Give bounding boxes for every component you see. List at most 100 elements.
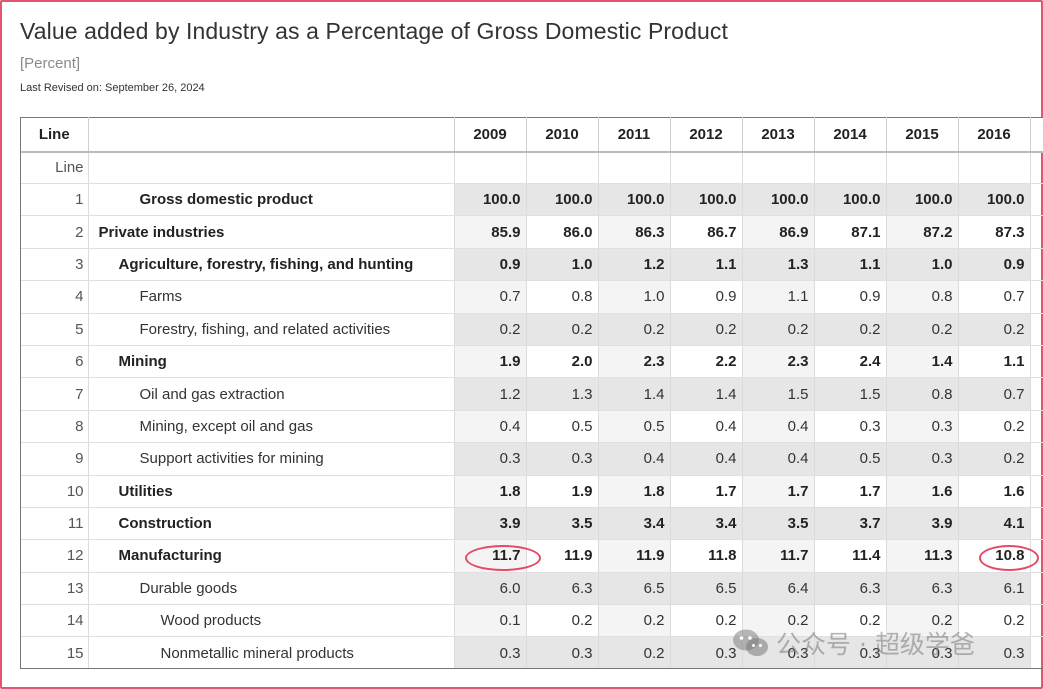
column-header-year[interactable]: 2015: [886, 117, 959, 153]
value-cell: 6.5: [598, 572, 671, 606]
value-cell: 11.9: [598, 539, 671, 573]
value-cell: 1.4: [886, 345, 959, 379]
value-cell: 0.4: [742, 442, 815, 476]
column-header-year[interactable]: 2012: [670, 117, 743, 153]
value-cell: 6.5: [670, 572, 743, 606]
watermark: 公众号 · 超级学爸: [732, 625, 975, 661]
value-cell: 0.8: [886, 377, 959, 411]
value-cell: 1.1: [958, 345, 1031, 379]
value-cell: 1.2: [454, 377, 527, 411]
table-row: 10 Utilities 1.8 1.9 1.8 1.7 1.7 1.7 1.6 1.6: [21, 475, 1043, 508]
value-cell: 0.5: [814, 442, 887, 476]
column-header-year[interactable]: 2013: [742, 117, 815, 153]
value-cell: 2.3: [742, 345, 815, 379]
value-cell: 3.4: [598, 507, 671, 541]
table-header-row: Line 2009 2010 2011 2012 2013 2014 2015 …: [21, 117, 1043, 153]
row-line-number: 4: [21, 280, 89, 314]
table-row: 9 Support activities for mining 0.3 0.3 0.4 0…: [21, 442, 1043, 476]
row-description: Gross domestic product: [88, 183, 455, 217]
overflow-cell: [1030, 313, 1043, 346]
column-header-year[interactable]: 2009: [454, 117, 527, 153]
subheader-empty: [454, 151, 527, 184]
overflow-cell: [1030, 280, 1043, 314]
value-cell: 0.2: [454, 313, 527, 346]
value-cell: 0.2: [526, 604, 599, 638]
row-line-number: 10: [21, 475, 89, 508]
value-cell: 6.1: [958, 572, 1031, 606]
value-cell: 10.8: [958, 539, 1031, 573]
page-title: Value added by Industry as a Percentage …: [20, 18, 728, 44]
row-description: Mining: [88, 345, 455, 379]
value-cell: 3.5: [526, 507, 599, 541]
value-cell: 100.0: [742, 183, 815, 217]
value-cell: 0.3: [670, 636, 743, 668]
value-cell: 0.8: [526, 280, 599, 314]
value-cell: 1.0: [598, 280, 671, 314]
row-description: Nonmetallic mineral products: [88, 636, 455, 668]
table-row: 5 Forestry, fishing, and related activiti…: [21, 313, 1043, 346]
row-description: Construction: [88, 507, 455, 541]
value-cell: 6.0: [454, 572, 527, 606]
value-cell: 87.3: [958, 215, 1031, 249]
overflow-cell: [1030, 215, 1043, 249]
subheader-empty: [742, 151, 815, 184]
value-cell: 1.8: [598, 475, 671, 508]
value-cell: 0.2: [814, 604, 887, 638]
units-label: [Percent]: [20, 55, 81, 72]
overflow-cell: [1030, 604, 1043, 638]
overflow-cell: [1030, 410, 1043, 444]
table-row: 14 Wood products 0.1 0.2 0.2 0.2 0.2 0.2 0.2 0.2: [21, 604, 1043, 638]
column-header-year[interactable]: 2016: [958, 117, 1031, 153]
row-description: Forestry, fishing, and related activitie…: [88, 313, 455, 346]
subheader-empty: [1030, 151, 1043, 184]
column-header-year[interactable]: 2011: [598, 117, 671, 153]
column-header-description[interactable]: [88, 117, 455, 153]
row-line-number: 13: [21, 572, 89, 606]
value-cell: 86.0: [526, 215, 599, 249]
value-cell: 0.4: [670, 410, 743, 444]
value-cell: 0.2: [958, 442, 1031, 476]
overflow-cell: [1030, 475, 1043, 508]
row-description: Mining, except oil and gas: [88, 410, 455, 444]
value-cell: 1.1: [742, 280, 815, 314]
data-table-container[interactable]: Line 2009 2010 2011 2012 2013 2014 2015 …: [20, 117, 1043, 669]
value-cell: 3.5: [742, 507, 815, 541]
value-cell: 0.2: [670, 313, 743, 346]
value-cell: 0.4: [454, 410, 527, 444]
subheader-empty: [814, 151, 887, 184]
value-cell: 3.9: [886, 507, 959, 541]
value-cell: 6.3: [886, 572, 959, 606]
value-cell: 1.3: [526, 377, 599, 411]
subheader-empty: [886, 151, 959, 184]
value-cell: 0.7: [958, 377, 1031, 411]
value-cell: 0.2: [958, 313, 1031, 346]
overflow-cell: [1030, 442, 1043, 476]
column-header-line[interactable]: Line: [21, 117, 89, 153]
value-cell: 1.2: [598, 248, 671, 282]
value-cell: 1.6: [958, 475, 1031, 508]
overflow-cell: [1030, 507, 1043, 541]
value-cell: 0.2: [886, 313, 959, 346]
value-cell: 1.3: [742, 248, 815, 282]
column-header-year[interactable]: 2010: [526, 117, 599, 153]
value-cell: 2.0: [526, 345, 599, 379]
value-cell: 0.2: [598, 604, 671, 638]
row-line-number: 11: [21, 507, 89, 541]
value-cell: 1.0: [886, 248, 959, 282]
column-header-year[interactable]: 2014: [814, 117, 887, 153]
value-cell: 4.1: [958, 507, 1031, 541]
value-cell: 0.3: [454, 636, 527, 668]
value-cell: 0.3: [814, 410, 887, 444]
subheader-empty: [958, 151, 1031, 184]
value-cell: 3.4: [670, 507, 743, 541]
value-cell: 0.5: [598, 410, 671, 444]
value-cell: 0.7: [454, 280, 527, 314]
value-cell: 1.7: [814, 475, 887, 508]
value-cell: 0.3: [814, 636, 887, 668]
value-cell: 1.7: [742, 475, 815, 508]
row-description: Utilities: [88, 475, 455, 508]
table-row: 12 Manufacturing 11.7 11.9 11.9 11.8 11.7 11.4 1…: [21, 539, 1043, 573]
table-row: 13 Durable goods 6.0 6.3 6.5 6.5 6.4 6.3 6.3 6.1: [21, 572, 1043, 606]
value-cell: 1.7: [670, 475, 743, 508]
row-line-number: 6: [21, 345, 89, 379]
